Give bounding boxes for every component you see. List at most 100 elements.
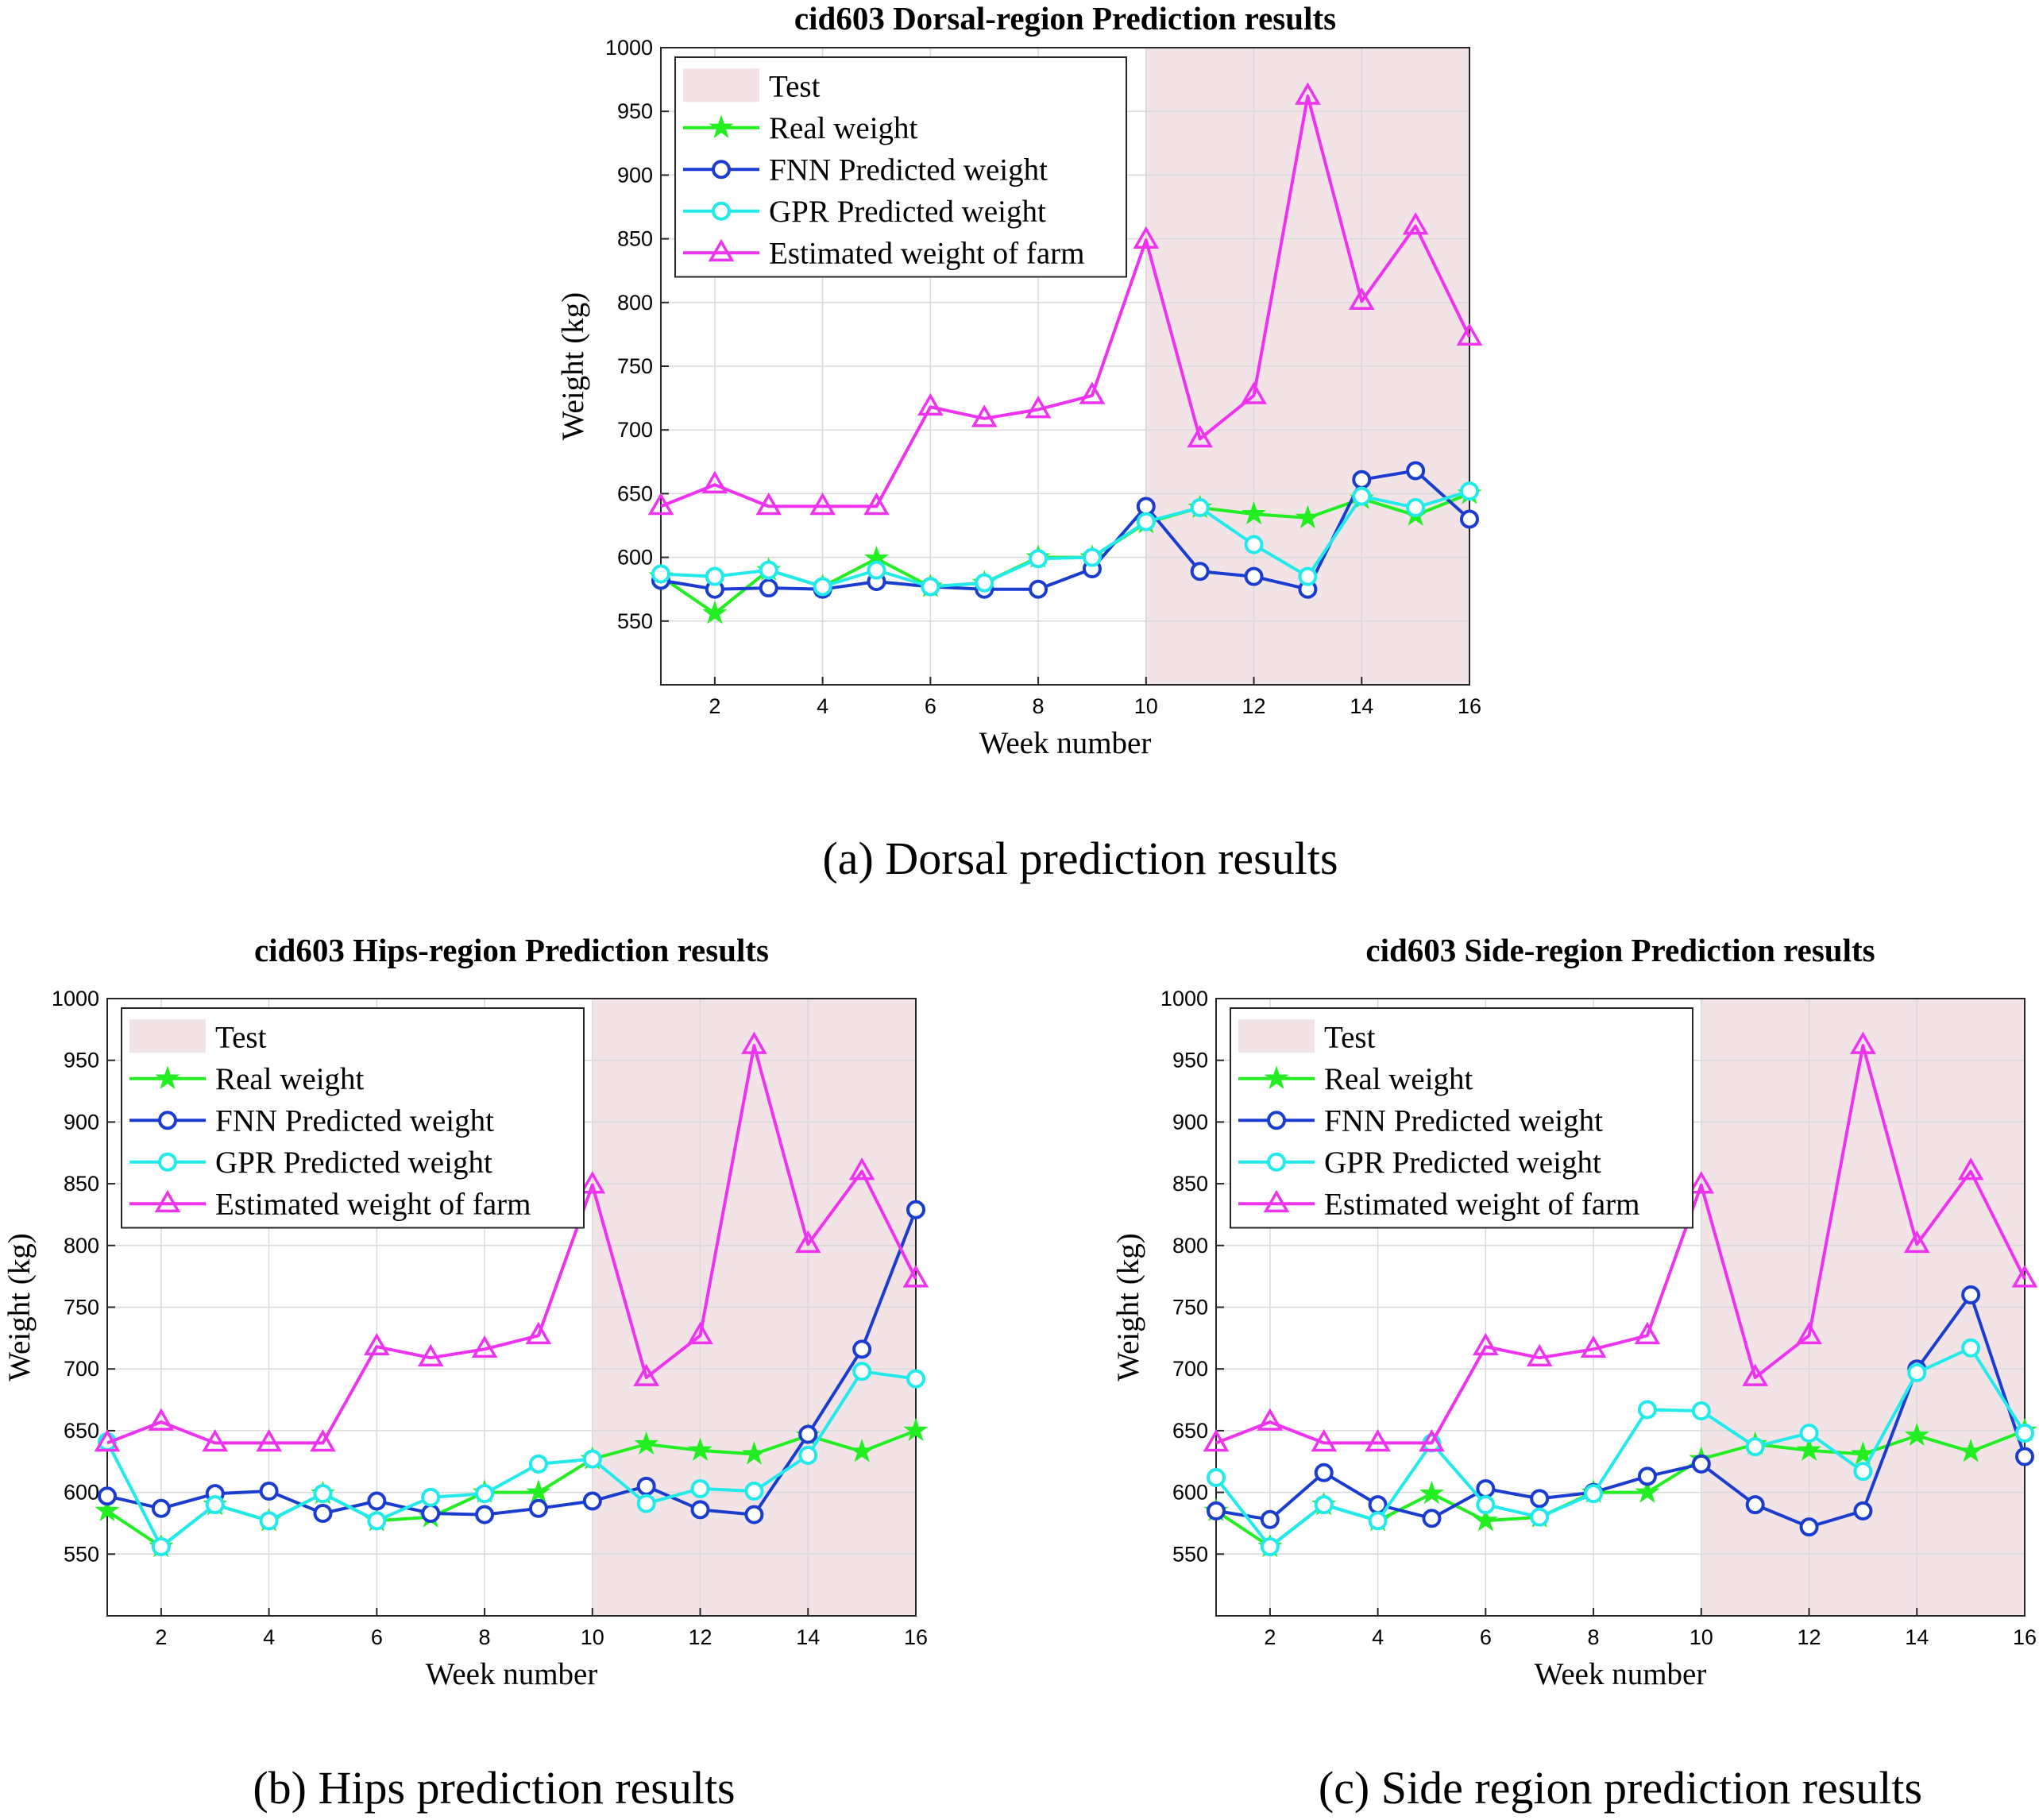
data-point [798,1445,818,1465]
data-point [94,1428,121,1452]
data-point [1476,1478,1496,1498]
data-point [1298,566,1318,586]
data-point [1079,381,1106,404]
data-point [1745,1495,1765,1515]
data-point [798,1424,818,1444]
data-point [903,1417,929,1442]
y-tick-label: 850 [64,1172,99,1196]
data-point [690,1500,710,1520]
legend-entry: GPR Predicted weight [769,195,1046,229]
data-point [1796,1437,1821,1461]
data-point [202,1428,229,1452]
data-point [863,492,890,516]
x-tick-label: 6 [925,694,936,718]
data-point [687,1437,712,1461]
data-point [1368,1511,1388,1531]
y-tick-label: 850 [617,227,653,251]
x-tick-label: 8 [1588,1625,1600,1649]
data-point [313,1504,333,1524]
x-tick-label: 4 [1372,1625,1384,1649]
series-gpr-predicted-weight [651,481,1479,597]
chart-panel: 2 4 6 8 10 12 14 16 550 600 650 700 750 800 850 900 950 1… [2,932,929,1814]
legend-marker [154,1189,181,1213]
data-point [367,1511,387,1531]
data-point [1352,469,1372,489]
data-point [1422,1509,1442,1528]
data-point [582,1449,602,1469]
data-point [794,1230,821,1254]
data-point [1295,504,1320,529]
chart-caption: (b) Hips prediction results [253,1762,735,1814]
data-point [1352,486,1372,506]
data-point [848,1157,875,1180]
data-point [2015,1447,2034,1466]
x-tick-label: 16 [1458,694,1481,718]
data-point [1402,212,1429,235]
data-point [1907,1362,1927,1382]
legend-marker [1264,1065,1289,1089]
legend-test-swatch [683,68,759,102]
x-tick-label: 2 [709,694,720,718]
series-line [660,95,1471,508]
data-point [906,1369,925,1389]
series-gpr-predicted-weight [98,1362,925,1556]
x-tick-label: 10 [1690,1625,1713,1649]
data-point [902,1265,929,1288]
data-point [1473,1507,1498,1532]
data-point [852,1339,872,1359]
data-point [364,1332,390,1356]
legend-entry: Real weight [215,1062,365,1096]
legend-marker [1263,1189,1290,1213]
data-point [1348,287,1375,311]
legend-marker [1267,1152,1286,1172]
x-tick-label: 6 [371,1625,383,1649]
data-point [95,1497,120,1522]
legend-entry: Real weight [1324,1062,1473,1096]
y-tick-label: 600 [1172,1481,1208,1505]
series-fnn-predicted-weight [1207,1285,2034,1537]
data-point [1207,1501,1226,1521]
data-point [205,1495,225,1515]
data-point [975,573,994,593]
data-point [1850,1031,1876,1054]
chart-panel: 2 4 6 8 10 12 14 16 550 600 650 700 750 800 850 900 950 1… [556,0,1483,884]
data-point [1903,1230,1930,1254]
y-tick-label: 650 [1172,1419,1208,1443]
y-tick-label: 1000 [1160,987,1208,1010]
data-point [852,1362,872,1381]
x-tick-label: 4 [263,1625,275,1649]
legend-marker [158,1111,177,1130]
chart-caption: (a) Dorsal prediction results [822,833,1338,884]
x-tick-label: 2 [155,1625,167,1649]
legend-marker [709,114,734,138]
series-line [106,1370,917,1548]
x-tick-label: 12 [689,1625,712,1649]
chart-panel: 2 4 6 8 10 12 14 16 550 600 650 700 750 800 850 900 950 1… [1111,932,2038,1814]
data-point [1691,1454,1711,1474]
data-point [1530,1489,1550,1509]
legend-entry: Estimated weight of farm [215,1187,531,1221]
data-point [1961,1285,1981,1304]
data-point [971,404,998,427]
y-tick-label: 700 [64,1357,99,1381]
data-point [526,1479,551,1503]
series-line [1215,1293,2026,1529]
x-tick-label: 16 [904,1625,928,1649]
data-point [1526,1343,1553,1367]
y-tick-label: 900 [617,163,653,187]
data-point [1634,1321,1661,1345]
legend: Test Real weight FNN Predicted weight GPR P… [1230,1007,1693,1229]
legend-marker [712,201,731,221]
x-tick-label: 12 [1242,694,1266,718]
data-point [582,1491,602,1511]
data-point [647,492,674,516]
legend: Test Real weight FNN Predicted weight GPR P… [674,56,1127,278]
data-point [849,1438,875,1463]
x-tick-label: 14 [1350,694,1373,718]
data-point [1025,396,1052,419]
legend-marker [158,1152,177,1172]
data-point [1311,1428,1338,1452]
y-tick-label: 950 [64,1049,99,1072]
data-point [310,1428,336,1452]
data-point [1419,1480,1445,1505]
